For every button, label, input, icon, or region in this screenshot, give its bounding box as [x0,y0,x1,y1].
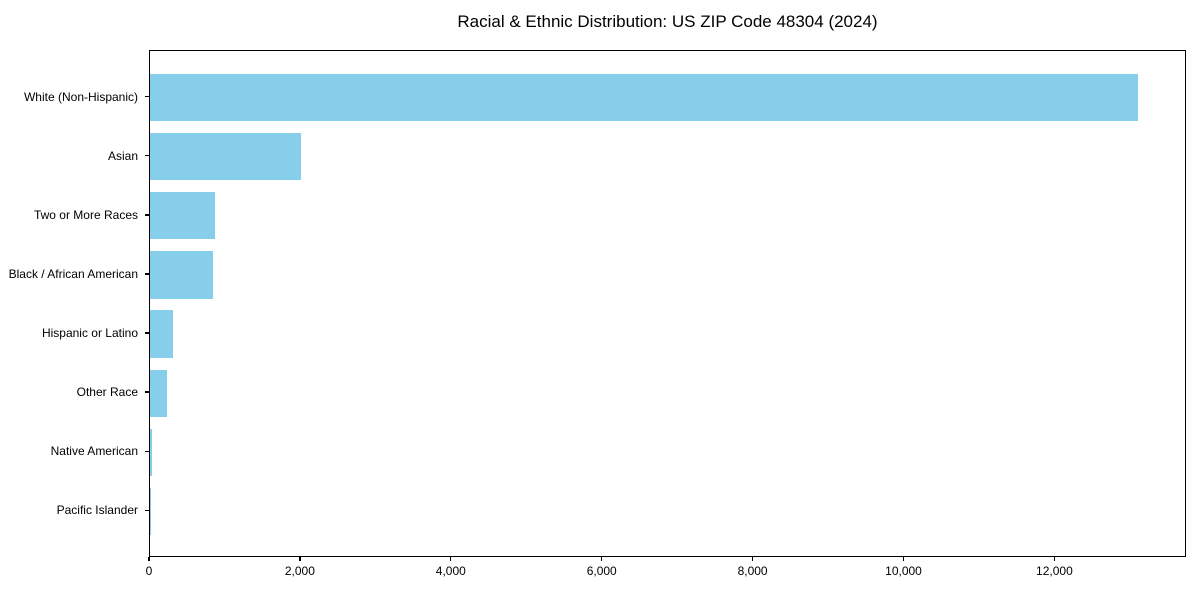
y-axis-label-asian: Asian [107,148,138,163]
y-axis-label-two-or-more-races: Two or More Races [33,207,138,222]
bar-asian [150,133,301,181]
bar-white-non-hispanic [150,74,1138,122]
x-tick-label-12000: 12,000 [1036,564,1073,578]
x-tick-mark [751,557,754,561]
x-tick-mark [450,557,452,561]
x-tick-label-0: 0 [145,564,153,578]
plot-area [149,50,1186,557]
x-tick-label-4000: 4,000 [435,564,466,578]
y-axis-label-hispanic-or-latino: Hispanic or Latino [41,326,138,341]
x-tick-mark [902,557,905,561]
bar-native-american [150,428,152,476]
y-axis-label-white-non-hispanic: White (Non-Hispanic) [23,89,138,104]
y-axis-label-black-african-american: Black / African American [8,266,138,281]
bar-two-or-more-races [150,192,215,240]
x-tick-mark [148,557,150,561]
y-tick-mark [145,509,149,511]
y-axis-label-other-race: Other Race [76,385,138,400]
x-tick-label-10000: 10,000 [885,564,922,578]
bar-hispanic-or-latino [150,310,173,358]
y-tick-mark [145,391,149,393]
y-tick-mark [145,155,149,157]
y-tick-mark [145,273,149,275]
x-tick-label-8000: 8,000 [737,564,768,578]
bar-black-african-american [150,251,213,299]
y-tick-mark [145,332,149,334]
x-tick-mark [601,557,603,561]
x-tick-mark [299,557,301,561]
y-axis-label-native-american: Native American [50,444,138,459]
y-tick-mark [145,214,149,216]
x-tick-label-6000: 6,000 [586,564,617,578]
y-tick-mark [145,96,149,98]
bar-other-race [150,369,168,417]
chart-title: Racial & Ethnic Distribution: US ZIP Cod… [457,12,878,31]
y-axis-label-pacific-islander: Pacific Islander [56,503,138,518]
y-tick-mark [145,450,149,452]
x-tick-mark [1053,557,1056,561]
x-tick-label-2000: 2,000 [284,564,315,578]
